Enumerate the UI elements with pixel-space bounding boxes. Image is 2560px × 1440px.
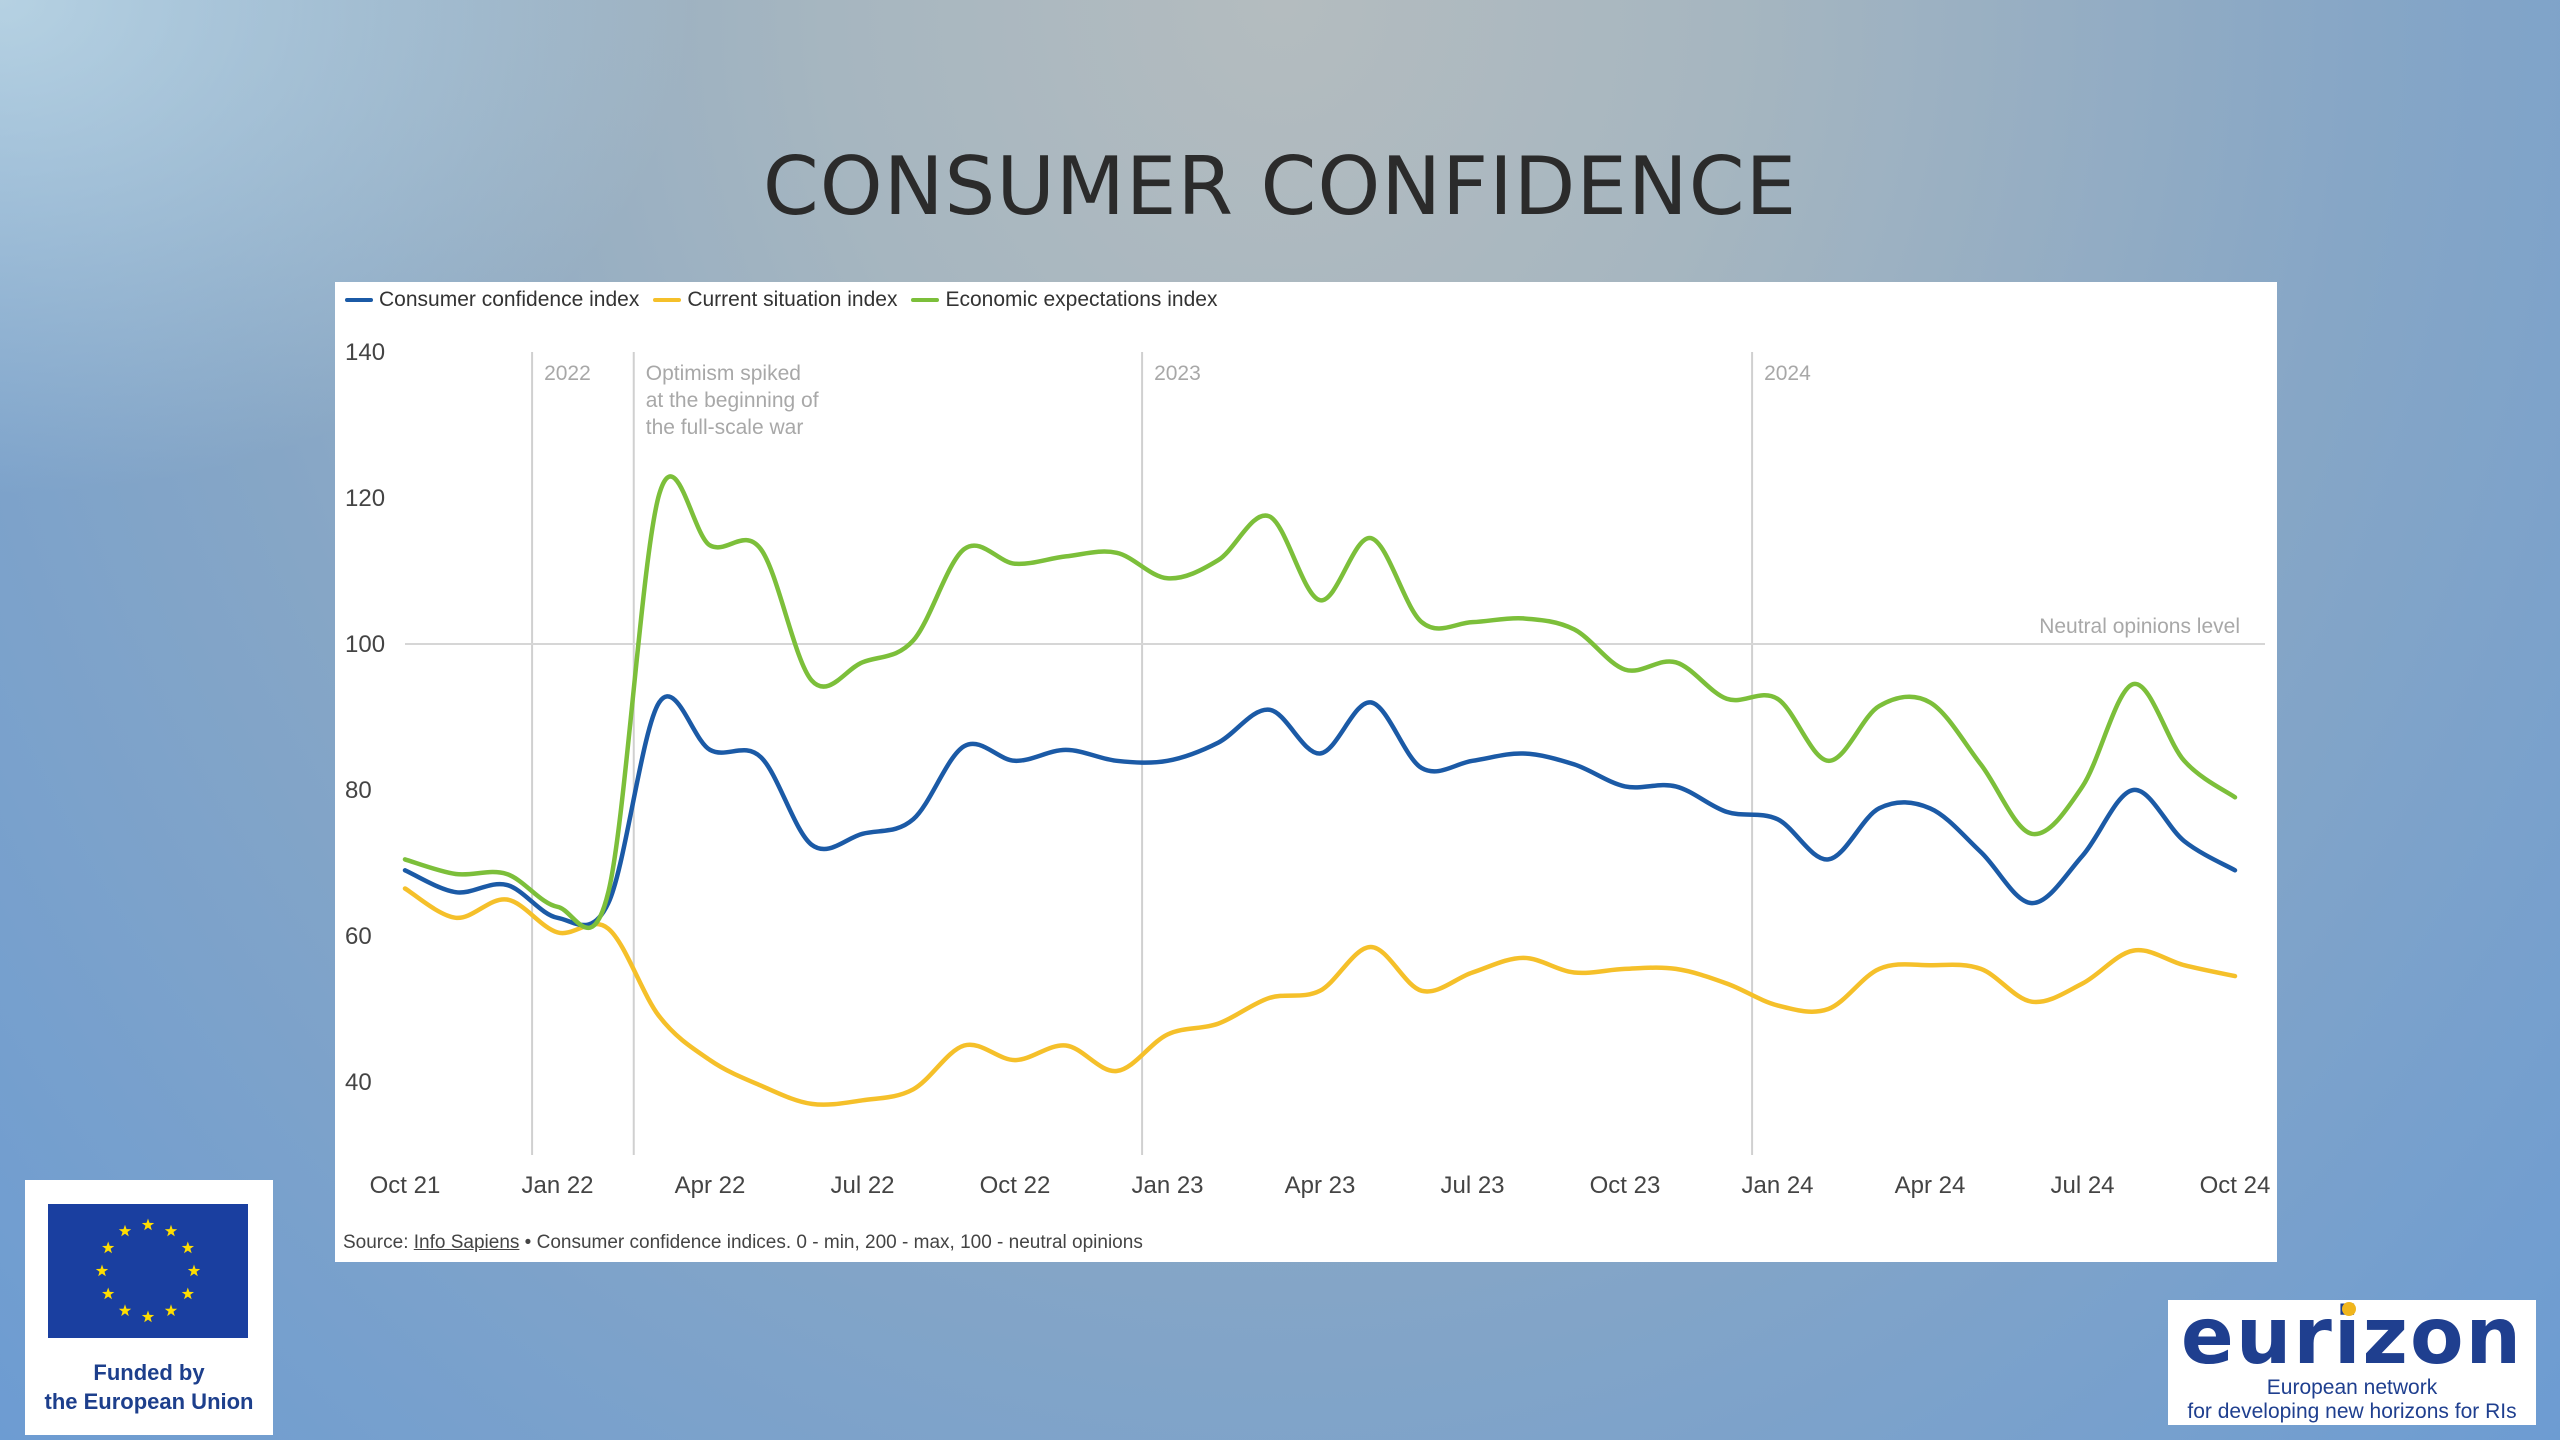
series-line-economic-expectations-index xyxy=(402,474,2238,931)
series-line-consumer-confidence-index xyxy=(402,694,2238,928)
y-tick-label: 80 xyxy=(345,777,372,804)
eu-star-icon xyxy=(187,1264,201,1277)
y-tick-label: 40 xyxy=(345,1069,372,1096)
x-tick-label: Oct 23 xyxy=(1590,1172,1661,1199)
y-tick-label: 100 xyxy=(345,631,385,658)
source-link[interactable]: Info Sapiens xyxy=(413,1232,520,1253)
source-note: • Consumer confidence indices. 0 - min, … xyxy=(519,1232,1143,1253)
eurizon-tagline-line2: for developing new horizons for RIs xyxy=(2187,1400,2517,1423)
line-chart: 2022 2023 2024 Optimism spiked at the beginn… xyxy=(345,339,2271,1199)
x-tick-label: Oct 24 xyxy=(2200,1172,2271,1199)
eu-star-icon xyxy=(181,1287,194,1300)
x-tick-label: Jul 23 xyxy=(1440,1172,1504,1199)
eu-funding-line2: the European Union xyxy=(44,1389,254,1414)
eu-star-icon xyxy=(141,1310,155,1323)
eurizon-logo: eurizon European network for developing … xyxy=(2168,1300,2536,1425)
eu-star-icon xyxy=(102,1241,115,1254)
eu-star-icon xyxy=(181,1241,194,1254)
eu-flag-icon xyxy=(48,1204,248,1338)
legend-item-consumer-confidence: Consumer confidence index xyxy=(345,288,639,312)
annotation-text: at the beginning of xyxy=(646,389,819,412)
eu-star-icon xyxy=(95,1264,109,1277)
legend-label: Current situation index xyxy=(687,288,898,311)
eu-funding-text: Funded by the European Union xyxy=(25,1358,273,1416)
annotation-text: the full-scale war xyxy=(646,416,804,439)
eurizon-tagline: European network for developing new hori… xyxy=(2168,1376,2536,1424)
y-tick-label: 140 xyxy=(345,339,385,366)
eu-funding-line1: Funded by xyxy=(93,1360,205,1385)
x-tick-label: Apr 24 xyxy=(1895,1172,1966,1199)
x-tick-label: Oct 21 xyxy=(370,1172,441,1199)
legend-swatch-yellow xyxy=(653,298,682,302)
series-line-current-situation-index xyxy=(402,886,2238,1107)
neutral-reference-label: Neutral opinions level xyxy=(2039,615,2240,638)
eu-funding-logo: Funded by the European Union xyxy=(25,1180,273,1435)
chart-card: 2022 2023 2024 Optimism spiked at the beginn… xyxy=(335,282,2277,1262)
eu-star-icon xyxy=(118,1304,132,1317)
slide-title: CONSUMER CONFIDENCE xyxy=(762,140,1798,233)
eu-star-icon xyxy=(164,1304,178,1317)
eu-star-icon xyxy=(118,1224,132,1237)
x-tick-label: Apr 23 xyxy=(1285,1172,1356,1199)
x-tick-label: Jan 24 xyxy=(1741,1172,1813,1199)
x-tick-label: Jul 24 xyxy=(2050,1172,2114,1199)
y-tick-label: 60 xyxy=(345,923,372,950)
eu-stars-icon xyxy=(95,1218,201,1323)
x-tick-label: Jan 22 xyxy=(521,1172,593,1199)
year-marker-label: 2024 xyxy=(1764,362,1811,385)
x-tick-label: Jul 22 xyxy=(830,1172,894,1199)
source-prefix: Source: xyxy=(343,1232,414,1253)
chart-legend: Consumer confidence index Current situat… xyxy=(345,288,1217,312)
eu-star-icon xyxy=(102,1287,115,1300)
year-marker-label: 2023 xyxy=(1154,362,1201,385)
eu-star-icon xyxy=(164,1224,178,1237)
eurizon-dot-icon xyxy=(2342,1302,2356,1316)
chart-source: Source: Info Sapiens • Consumer confiden… xyxy=(343,1232,1143,1254)
legend-label: Economic expectations index xyxy=(945,288,1218,311)
x-tick-label: Apr 22 xyxy=(675,1172,746,1199)
legend-swatch-blue xyxy=(345,298,373,302)
annotation-text: Optimism spiked xyxy=(646,362,801,385)
eurizon-tagline-line1: European network xyxy=(2266,1376,2438,1399)
legend-swatch-green xyxy=(911,298,940,302)
x-tick-label: Oct 22 xyxy=(980,1172,1051,1199)
legend-item-current-situation: Current situation index xyxy=(653,288,897,312)
x-tick-label: Jan 23 xyxy=(1131,1172,1203,1199)
year-marker-label: 2022 xyxy=(544,362,591,385)
legend-item-economic-expectations: Economic expectations index xyxy=(911,288,1217,312)
legend-label: Consumer confidence index xyxy=(379,288,640,311)
eu-star-icon xyxy=(141,1218,155,1231)
y-tick-label: 120 xyxy=(345,485,385,512)
